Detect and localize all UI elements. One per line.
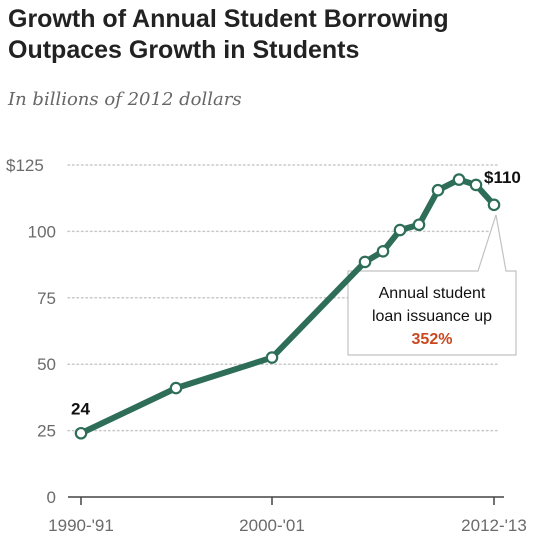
y-axis-labels: 0 25 50 75 100 $125 [6,156,56,507]
data-point [169,381,183,395]
data-point [412,218,426,232]
y-tick-label: 100 [28,222,56,241]
title-line-1: Growth of Annual Student Borrowing [8,5,449,33]
data-point [452,173,466,186]
y-tick-label: 25 [37,422,56,441]
y-tick-label: 50 [37,355,56,374]
data-point [469,178,483,192]
data-point [487,198,501,212]
x-tick-label: 2012-'13 [461,516,527,535]
chart-title: Growth of Annual Student Borrowing Outpa… [8,4,528,66]
x-axis: 1990-'91 2000-'01 2012-'13 [48,496,527,535]
gridlines [67,164,501,432]
data-label: $110 [484,168,521,187]
data-point [74,426,88,440]
data-labels: 24 $110 [71,168,521,418]
callout-bubble [347,214,517,356]
data-point [376,245,390,258]
callout-percent: 352% [412,331,453,348]
data-point [431,183,445,197]
chart-subtitle: In billions of 2012 dollars [8,89,242,110]
y-tick-label: 0 [47,488,56,507]
x-tick-label: 1990-'91 [48,516,114,535]
data-point [358,255,372,269]
data-point [265,351,279,364]
title-line-2: Outpaces Growth in Students [8,36,360,64]
data-label: 24 [71,399,90,418]
data-points [74,173,501,440]
data-point [393,223,407,237]
callout-line-2: loan issuance up [372,308,492,325]
x-tick-label: 2000-'01 [239,516,305,535]
callout-box: Annual student loan issuance up 352% [347,214,517,356]
y-tick-label: 75 [37,289,56,308]
y-tick-label: $125 [6,156,44,175]
callout-line-1: Annual student [379,285,486,302]
